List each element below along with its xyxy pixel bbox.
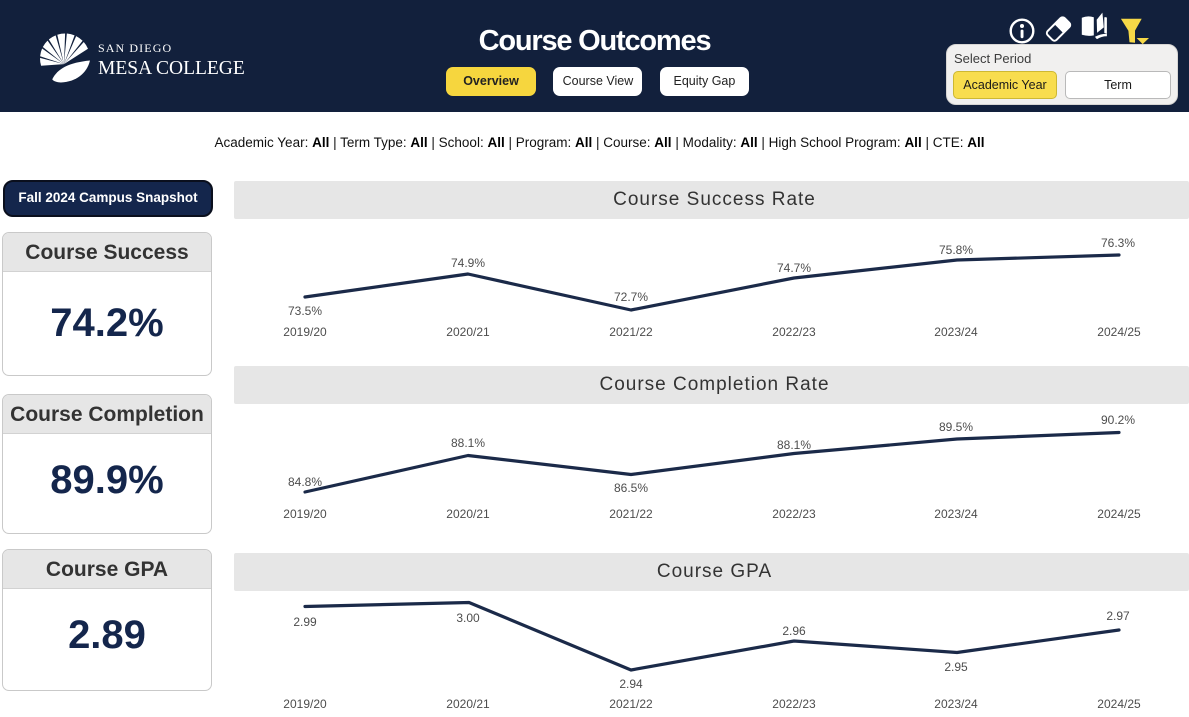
svg-text:2.96: 2.96 xyxy=(782,624,806,638)
svg-text:2021/22: 2021/22 xyxy=(609,507,653,521)
svg-text:75.8%: 75.8% xyxy=(939,243,973,257)
svg-text:2019/20: 2019/20 xyxy=(283,697,327,711)
svg-text:2020/21: 2020/21 xyxy=(446,325,490,339)
svg-text:88.1%: 88.1% xyxy=(777,438,811,452)
svg-text:2021/22: 2021/22 xyxy=(609,697,653,711)
svg-text:76.3%: 76.3% xyxy=(1101,236,1135,250)
svg-text:3.00: 3.00 xyxy=(456,611,480,625)
svg-text:90.2%: 90.2% xyxy=(1101,413,1135,427)
svg-text:2021/22: 2021/22 xyxy=(609,325,653,339)
svg-text:84.8%: 84.8% xyxy=(288,475,322,489)
svg-text:2023/24: 2023/24 xyxy=(934,325,978,339)
svg-text:2022/23: 2022/23 xyxy=(772,697,816,711)
svg-text:2023/24: 2023/24 xyxy=(934,697,978,711)
svg-text:2024/25: 2024/25 xyxy=(1097,325,1141,339)
svg-text:2019/20: 2019/20 xyxy=(283,507,327,521)
svg-text:2020/21: 2020/21 xyxy=(446,507,490,521)
svg-text:2.97: 2.97 xyxy=(1106,609,1130,623)
svg-text:2022/23: 2022/23 xyxy=(772,507,816,521)
svg-text:2024/25: 2024/25 xyxy=(1097,507,1141,521)
svg-text:72.7%: 72.7% xyxy=(614,290,648,304)
svg-text:73.5%: 73.5% xyxy=(288,304,322,318)
svg-text:88.1%: 88.1% xyxy=(451,436,485,450)
svg-text:2.99: 2.99 xyxy=(293,615,317,629)
svg-text:2020/21: 2020/21 xyxy=(446,697,490,711)
svg-text:2023/24: 2023/24 xyxy=(934,507,978,521)
svg-text:89.5%: 89.5% xyxy=(939,420,973,434)
svg-text:2019/20: 2019/20 xyxy=(283,325,327,339)
svg-text:2024/25: 2024/25 xyxy=(1097,697,1141,711)
svg-text:74.7%: 74.7% xyxy=(777,261,811,275)
svg-text:2.95: 2.95 xyxy=(944,660,968,674)
svg-text:86.5%: 86.5% xyxy=(614,481,648,495)
svg-text:2.94: 2.94 xyxy=(619,677,643,691)
svg-text:74.9%: 74.9% xyxy=(451,256,485,270)
svg-text:2022/23: 2022/23 xyxy=(772,325,816,339)
